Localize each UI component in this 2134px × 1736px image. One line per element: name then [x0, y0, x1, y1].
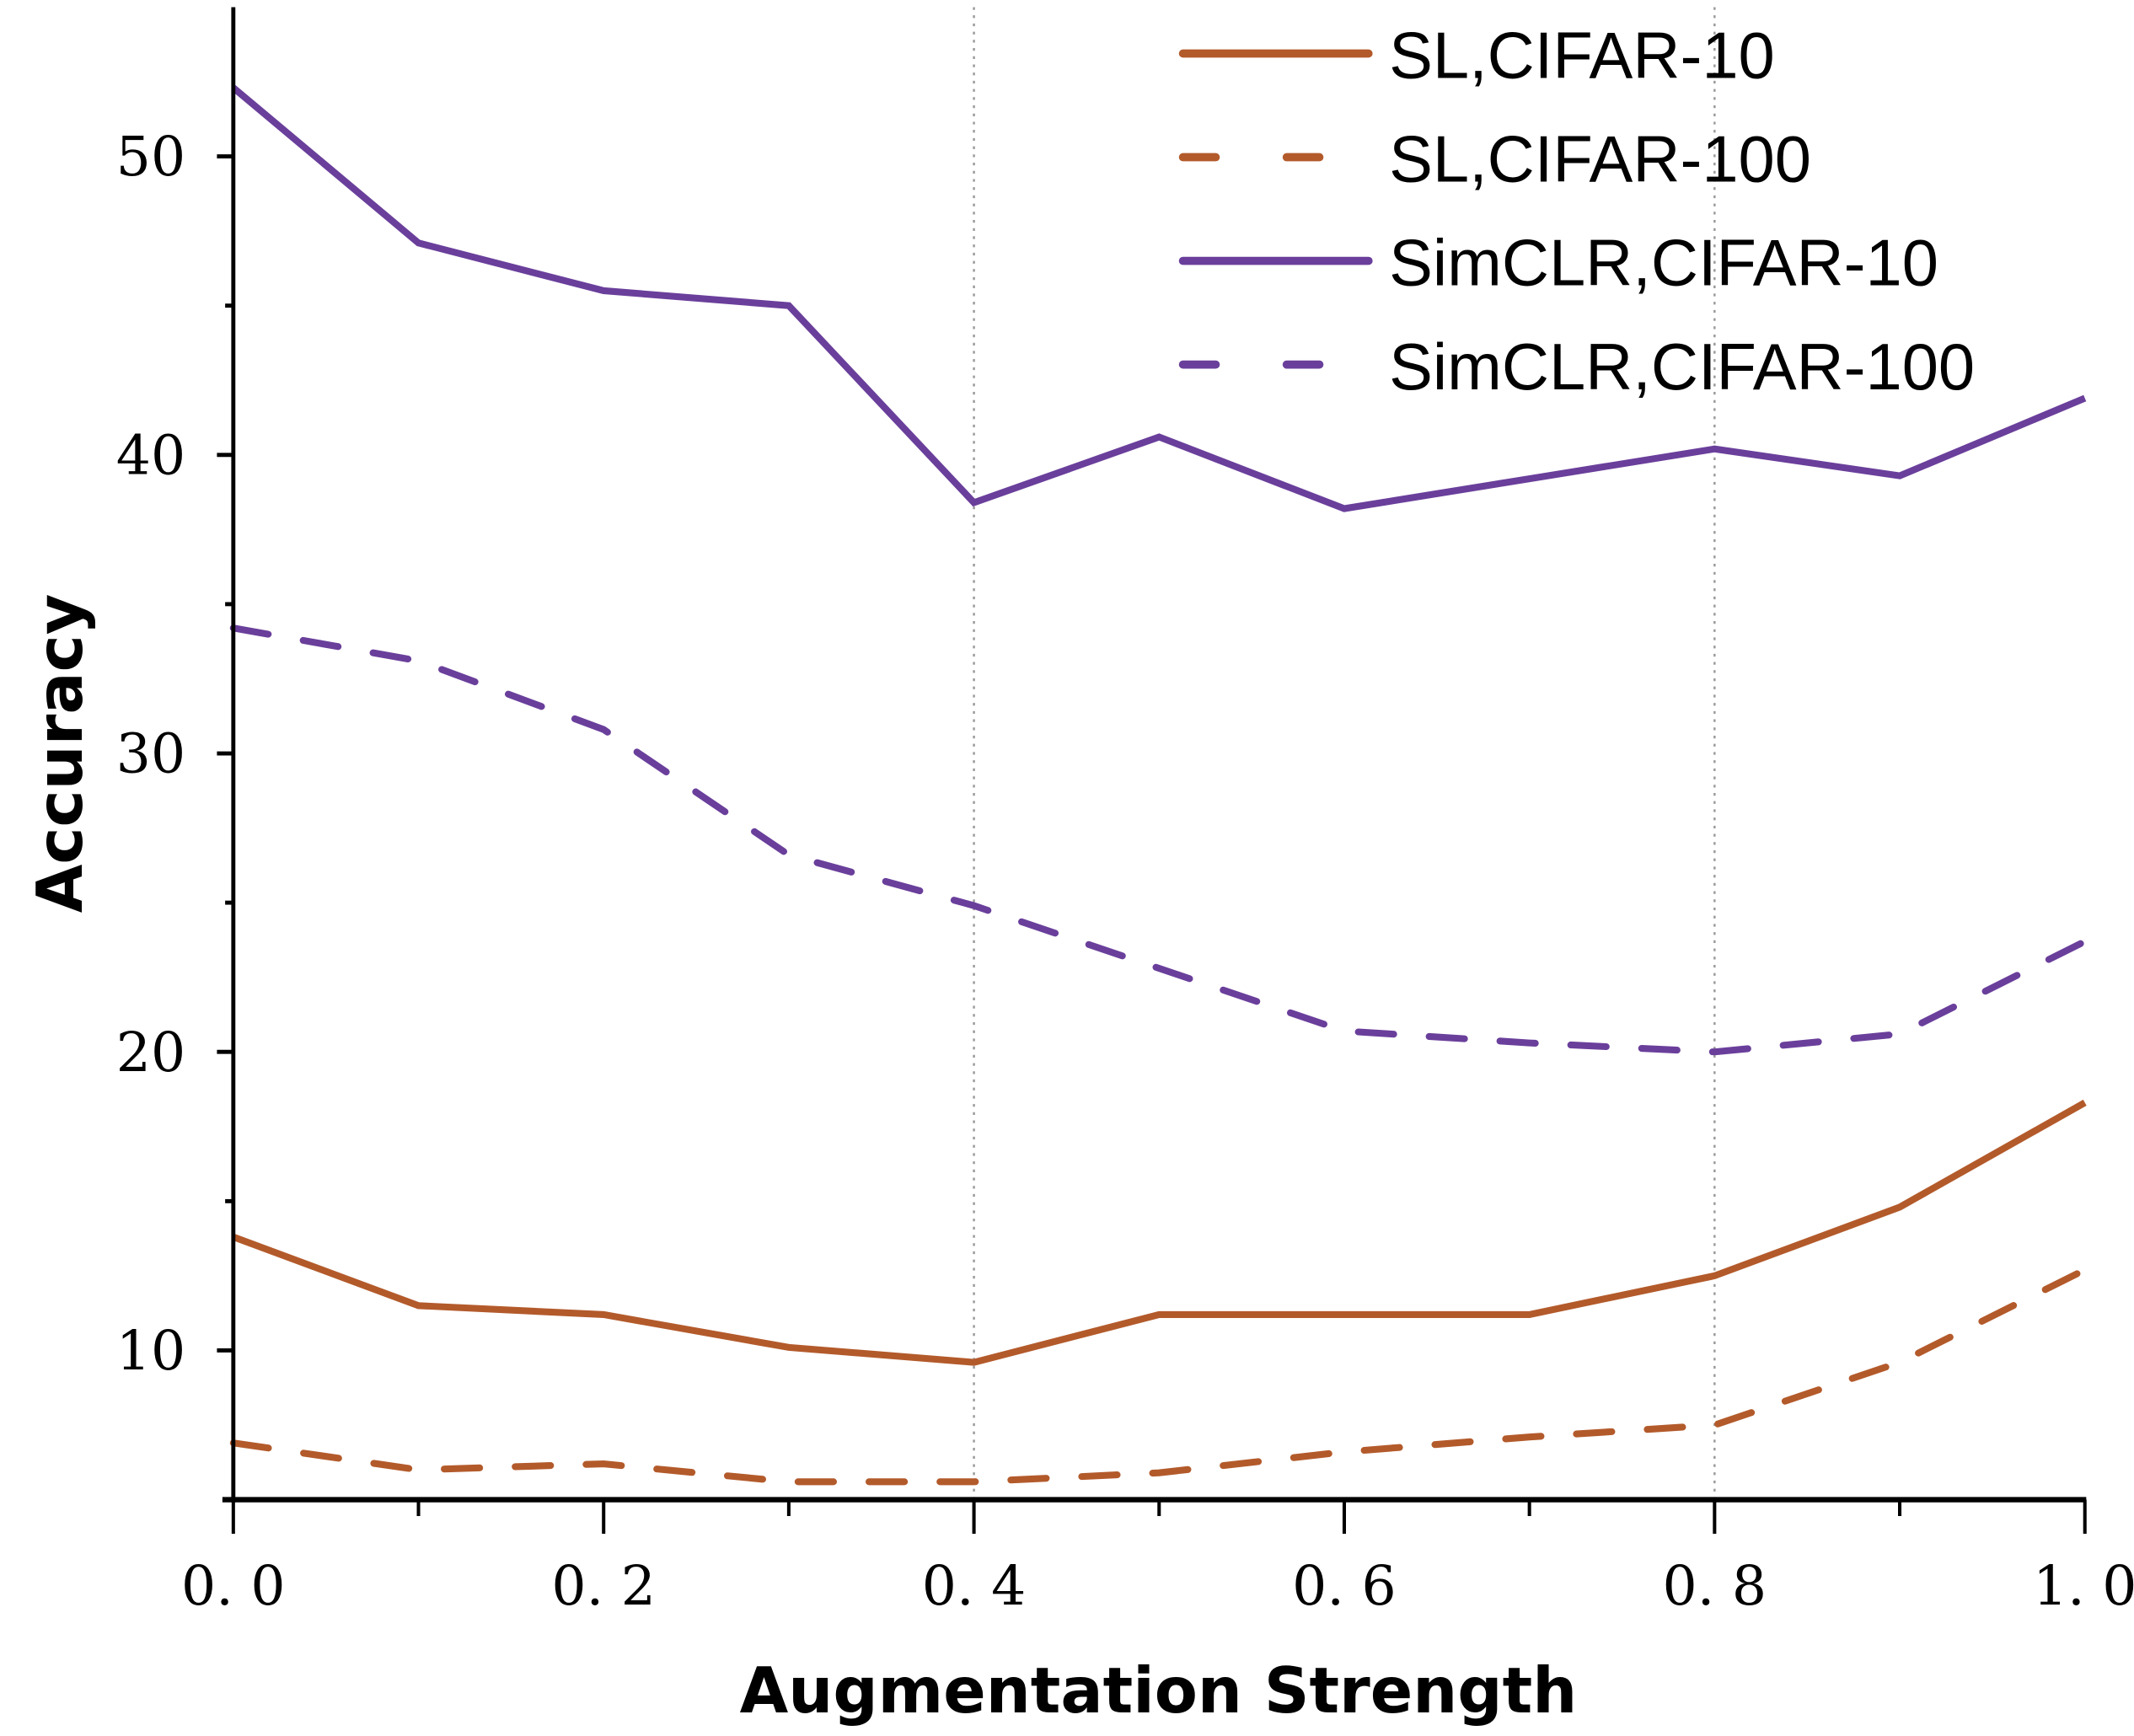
series-line-2	[231, 84, 2087, 512]
x-axis-title: Augmentation Strength	[740, 1654, 1578, 1728]
axes	[217, 7, 2087, 1535]
x-tick-label: 0. 6	[1292, 1555, 1397, 1618]
y-tick-label: 30	[116, 723, 185, 786]
tick-labels: 0. 0 0. 2 0. 4 0. 6 0. 8 1. 0 10 20 30 40 50	[116, 126, 2134, 1618]
series-lines	[229, 84, 2088, 1486]
x-tick-label: 0. 0	[181, 1555, 286, 1618]
legend-label-1: SL,CIFAR-100	[1389, 124, 1811, 196]
y-tick-label: 10	[116, 1320, 185, 1383]
x-tick-label: 0. 8	[1663, 1555, 1767, 1618]
series-line-1	[229, 1266, 2088, 1486]
x-tick-label: 0. 2	[551, 1555, 656, 1618]
y-tick-label: 20	[116, 1021, 185, 1085]
y-tick-label: 40	[116, 424, 185, 487]
y-axis-title: Accuracy	[24, 594, 97, 914]
legend: SL,CIFAR-10 SL,CIFAR-100 SimCLR,CIFAR-10 Si…	[1178, 20, 1975, 404]
gridlines	[973, 7, 1716, 1500]
legend-label-2: SimCLR,CIFAR-10	[1389, 228, 1938, 300]
legend-label-0: SL,CIFAR-10	[1389, 20, 1775, 93]
series-line-3	[229, 624, 2088, 1056]
series-line-0	[232, 1099, 2087, 1366]
legend-label-3: SimCLR,CIFAR-100	[1389, 331, 1975, 404]
y-tick-label: 50	[116, 126, 185, 189]
x-tick-label: 0. 4	[922, 1555, 1027, 1618]
x-tick-label: 1. 0	[2033, 1555, 2134, 1618]
